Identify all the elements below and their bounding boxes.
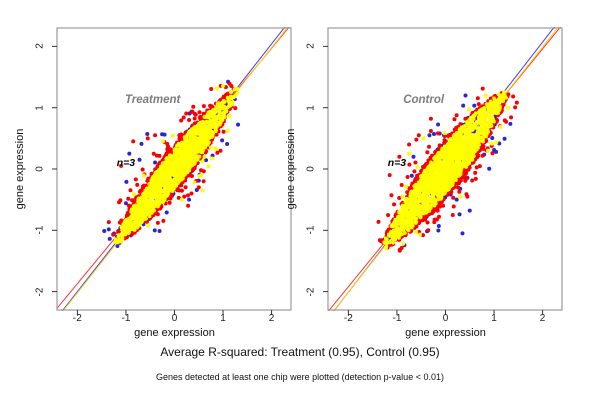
x-tick-label: 0 xyxy=(442,313,449,324)
y-tick-label: -2 xyxy=(305,287,317,297)
sample-count-annotation: n=3 xyxy=(388,157,407,169)
data-points-yellow xyxy=(382,90,511,250)
y-axis-label: gene expression xyxy=(14,128,26,210)
x-tick-label: 2 xyxy=(268,313,275,324)
y-tick-label: 0 xyxy=(34,166,46,172)
data-points-yellow xyxy=(113,83,240,245)
control-plot: Control n=3 xyxy=(323,27,563,315)
x-tick-label: 0 xyxy=(171,313,178,324)
y-tick-label: -1 xyxy=(34,225,46,235)
y-axis-label: gene expression xyxy=(285,128,297,210)
treatment-plot: Treatment n=3 xyxy=(52,27,292,315)
y-tick-label: 1 xyxy=(34,104,46,111)
y-tick-label: 2 xyxy=(305,43,317,50)
y-tick-label: 1 xyxy=(305,104,317,111)
footnote-caption: Genes detected at least one chip were pl… xyxy=(156,372,444,382)
x-tick-label: 1 xyxy=(491,313,497,324)
sample-count-annotation: n=3 xyxy=(117,157,136,169)
x-tick-label: 1 xyxy=(220,313,226,324)
x-tick-label: -1 xyxy=(392,313,402,324)
panel-title: Control xyxy=(403,94,445,106)
y-tick-label: 2 xyxy=(34,43,46,50)
x-axis-label: gene expression xyxy=(405,327,486,339)
x-tick-label: -1 xyxy=(121,313,131,324)
y-tick-label: -1 xyxy=(305,225,317,235)
x-tick-label: -2 xyxy=(72,313,82,324)
y-tick-label: -2 xyxy=(34,287,46,297)
x-tick-label: -2 xyxy=(343,313,353,324)
plot-area xyxy=(56,27,290,311)
panel-title: Treatment xyxy=(125,94,182,106)
x-tick-label: 2 xyxy=(539,313,546,324)
plot-area xyxy=(327,27,562,311)
x-axis-label: gene expression xyxy=(134,327,215,339)
y-tick-label: 0 xyxy=(305,166,317,172)
rsquared-caption: Average R-squared: Treatment (0.95), Con… xyxy=(160,345,440,359)
